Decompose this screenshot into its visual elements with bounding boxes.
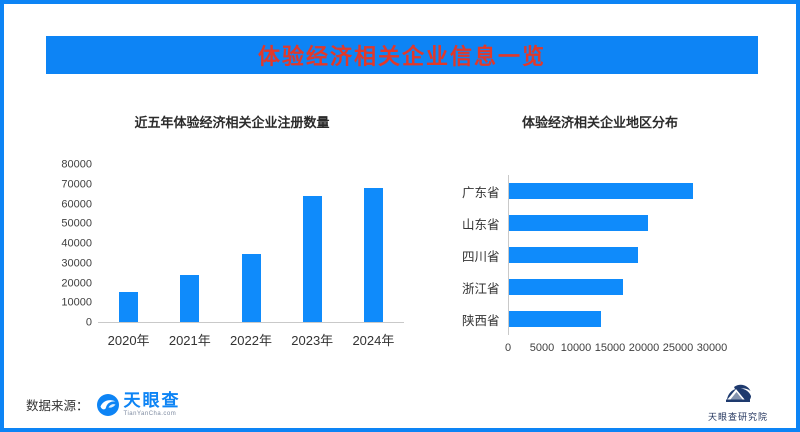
region-row: 浙江省 [444, 271, 756, 303]
region-row: 陕西省 [444, 303, 756, 335]
left-chart-x-axis: 2020年 2021年 2022年 2023年 2024年 [98, 330, 404, 349]
right-chart-x-axis: 0 5000 10000 15000 20000 25000 30000 [504, 342, 756, 355]
x-tick-label: 15000 [594, 342, 626, 354]
x-tick-label: 30000 [696, 342, 728, 354]
y-tick-label: 0 [85, 316, 92, 329]
source-label: 数据来源： [26, 399, 89, 413]
right-chart-bars-area: 广东省山东省四川省浙江省陕西省 [444, 175, 756, 335]
right-chart-title: 体验经济相关企业地区分布 [521, 115, 678, 130]
x-tick-label: 2020年 [107, 333, 150, 348]
bar-track [508, 303, 756, 335]
y-tick-label: 30000 [61, 257, 92, 270]
left-chart-y-axis: 0 10000 20000 30000 40000 50000 60000 70000 8000… [60, 159, 98, 328]
bar-track [508, 271, 756, 303]
tianyancha-logo: 天眼查 TianYanCha.com [96, 392, 181, 417]
y-tick-label: 10000 [61, 296, 92, 309]
page-title: 体验经济相关企业信息一览 [257, 44, 546, 69]
x-tick-label: 2023年 [291, 333, 334, 348]
data-source-block: 数据来源： 天眼查 TianYanCha.com [26, 392, 181, 417]
region-label: 广东省 [462, 185, 500, 200]
bar-2020年 [119, 292, 139, 322]
bar-track [508, 207, 756, 239]
region-row: 山东省 [444, 207, 756, 239]
region-label: 浙江省 [462, 281, 500, 296]
bar-2022年 [241, 253, 261, 322]
x-tick-label: 10000 [560, 342, 592, 354]
region-label: 四川省 [462, 249, 500, 264]
bar-广东省 [509, 183, 693, 199]
region-label: 陕西省 [462, 313, 500, 328]
y-tick-label: 70000 [61, 178, 92, 191]
bar-山东省 [509, 215, 649, 231]
y-tick-label: 20000 [61, 277, 92, 289]
bar-浙江省 [509, 279, 624, 295]
bar-track [508, 175, 756, 207]
tianyancha-logo-subtext: TianYanCha.com [123, 411, 177, 417]
bar-2024年 [363, 187, 383, 322]
bar-2021年 [180, 274, 200, 322]
y-tick-label: 50000 [61, 217, 92, 230]
bar-陕西省 [509, 311, 602, 327]
registrations-bar-chart: 近五年体验经济相关企业注册数量 0 10000 20000 30000 40000 500… [60, 112, 404, 349]
bar-slot [98, 165, 159, 322]
y-tick-label: 60000 [61, 198, 92, 210]
x-tick-label: 20000 [628, 342, 660, 354]
x-tick-label: 0 [504, 342, 512, 354]
region-row: 广东省 [444, 175, 756, 207]
bar-track [508, 239, 756, 271]
x-tick-label: 2021年 [168, 333, 211, 348]
bar-四川省 [509, 247, 639, 263]
left-chart-bars-area [98, 165, 404, 323]
y-tick-label: 80000 [61, 158, 92, 171]
y-tick-label: 40000 [61, 237, 92, 250]
x-tick-label: 2024年 [352, 333, 395, 348]
bar-slot [159, 165, 220, 322]
institute-logo-text: 天眼查研究院 [707, 412, 768, 422]
region-label: 山东省 [462, 217, 500, 232]
bar-2023年 [302, 195, 322, 322]
x-tick-label: 5000 [529, 342, 555, 354]
bar-slot [343, 165, 404, 322]
left-chart-title: 近五年体验经济相关企业注册数量 [134, 115, 330, 130]
region-row: 四川省 [444, 239, 756, 271]
x-tick-label: 25000 [662, 342, 694, 354]
bar-slot [220, 165, 281, 322]
tianyancha-logo-text: 天眼查 [123, 391, 181, 410]
page-title-banner: 体验经济相关企业信息一览 [46, 36, 758, 74]
institute-logo-block: 天眼查研究院 [708, 380, 768, 423]
left-chart-plot: 0 10000 20000 30000 40000 50000 60000 70000 8000… [60, 159, 404, 328]
region-distribution-bar-chart: 体验经济相关企业地区分布 广东省山东省四川省浙江省陕西省 0 5000 10000 1… [444, 112, 756, 355]
tianyancha-eye-icon [96, 393, 119, 416]
bar-slot [282, 165, 343, 322]
x-tick-label: 2022年 [230, 333, 272, 348]
institute-logo-icon [725, 384, 751, 402]
